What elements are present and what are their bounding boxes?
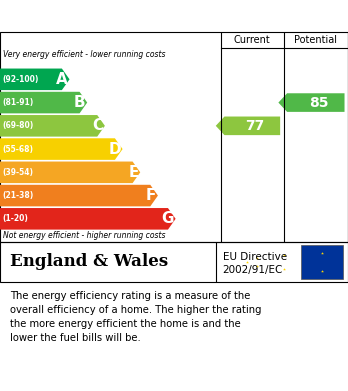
Text: Energy Efficiency Rating: Energy Efficiency Rating <box>10 7 239 25</box>
Text: Not energy efficient - higher running costs: Not energy efficient - higher running co… <box>3 231 166 240</box>
Polygon shape <box>0 208 176 230</box>
Text: E: E <box>128 165 139 180</box>
Text: Current: Current <box>234 35 271 45</box>
Text: B: B <box>74 95 86 110</box>
Text: (81-91): (81-91) <box>3 98 34 107</box>
Text: (55-68): (55-68) <box>3 145 34 154</box>
Polygon shape <box>0 92 87 113</box>
Text: A: A <box>56 72 68 87</box>
Polygon shape <box>0 115 105 136</box>
Text: Potential: Potential <box>294 35 337 45</box>
Polygon shape <box>0 68 70 90</box>
Text: 85: 85 <box>309 95 328 109</box>
Text: 2002/91/EC: 2002/91/EC <box>223 265 283 275</box>
Text: (21-38): (21-38) <box>3 191 34 200</box>
Text: (69-80): (69-80) <box>3 121 34 130</box>
Text: F: F <box>146 188 156 203</box>
Polygon shape <box>216 117 280 135</box>
Text: G: G <box>161 211 174 226</box>
Polygon shape <box>0 138 122 160</box>
Text: The energy efficiency rating is a measure of the
overall efficiency of a home. T: The energy efficiency rating is a measur… <box>10 291 262 343</box>
Text: England & Wales: England & Wales <box>10 253 168 271</box>
Text: EU Directive: EU Directive <box>223 252 287 262</box>
Polygon shape <box>0 185 158 206</box>
Polygon shape <box>0 161 140 183</box>
Text: Very energy efficient - lower running costs: Very energy efficient - lower running co… <box>3 50 166 59</box>
Polygon shape <box>278 93 345 112</box>
Text: (1-20): (1-20) <box>3 214 29 223</box>
FancyBboxPatch shape <box>301 245 343 279</box>
Text: D: D <box>108 142 121 156</box>
Text: (39-54): (39-54) <box>3 168 34 177</box>
Text: C: C <box>92 118 103 133</box>
Text: 77: 77 <box>245 119 264 133</box>
Text: (92-100): (92-100) <box>3 75 39 84</box>
